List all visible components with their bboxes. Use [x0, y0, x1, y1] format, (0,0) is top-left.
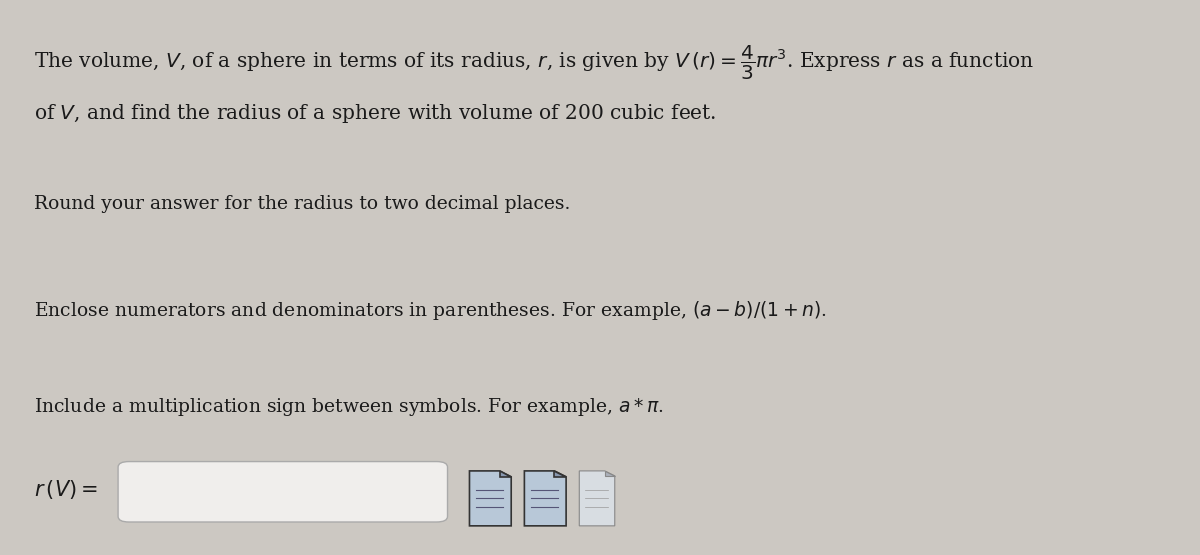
Text: Include a multiplication sign between symbols. For example, $a * \pi$.: Include a multiplication sign between sy… [34, 396, 664, 417]
Text: Enclose numerators and denominators in parentheses. For example, $(a - b)/(1 + n: Enclose numerators and denominators in p… [34, 300, 827, 322]
Text: of $V$, and find the radius of a sphere with volume of 200 cubic feet.: of $V$, and find the radius of a sphere … [34, 102, 716, 125]
Text: $r\,(V) =$: $r\,(V) =$ [34, 477, 97, 501]
Polygon shape [554, 471, 566, 477]
Polygon shape [580, 471, 614, 526]
Polygon shape [524, 471, 566, 526]
Text: Round your answer for the radius to two decimal places.: Round your answer for the radius to two … [34, 195, 570, 213]
Polygon shape [469, 471, 511, 526]
Polygon shape [605, 471, 614, 476]
Text: The volume, $V$, of a sphere in terms of its radius, $r$, is given by $V\,(r) = : The volume, $V$, of a sphere in terms of… [34, 44, 1034, 82]
FancyBboxPatch shape [118, 462, 448, 522]
Polygon shape [499, 471, 511, 477]
